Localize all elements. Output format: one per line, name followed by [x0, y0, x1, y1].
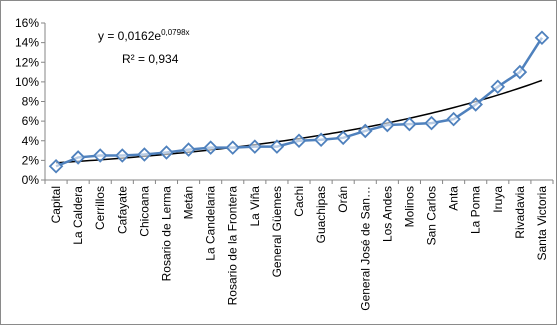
data-point-marker	[380, 117, 395, 133]
x-tick-label: General José de San…	[358, 186, 372, 311]
data-point-marker	[335, 130, 351, 146]
x-tick-label: Los Andes	[380, 186, 394, 242]
data-point-marker	[313, 132, 329, 148]
data-point-marker	[468, 97, 483, 112]
data-point-marker	[424, 115, 439, 131]
y-tick-label: 14%	[15, 36, 39, 50]
data-point-marker	[48, 158, 64, 174]
x-tick-label: Chicoana	[137, 186, 151, 237]
data-point-marker	[446, 111, 461, 127]
data-point-marker	[357, 123, 373, 139]
x-tick-label: Cachi	[292, 186, 306, 217]
data-point-marker	[159, 145, 174, 160]
x-tick-label: Anta	[447, 186, 461, 211]
x-tick-label: Rosario de la Frontera	[226, 186, 240, 306]
y-tick-label: 16%	[15, 16, 39, 30]
data-point-marker	[534, 30, 550, 45]
equation-annotation: y = 0,0162e0,0798x R² = 0,934	[98, 28, 190, 66]
y-tick-label: 2%	[22, 153, 40, 167]
x-tick-label: Cerrillos	[93, 186, 107, 230]
x-tick-label: General Güemes	[270, 186, 284, 277]
data-point-marker	[247, 139, 263, 154]
data-point-marker	[70, 150, 86, 165]
data-point-marker	[115, 148, 130, 163]
x-tick-label: Rosario de Lerma	[159, 186, 173, 282]
data-point-marker	[402, 116, 417, 132]
data-point-marker	[490, 79, 506, 95]
y-tick-label: 6%	[22, 114, 40, 128]
data-point-marker	[181, 142, 196, 157]
x-tick-label: Rivadavia	[513, 186, 527, 239]
trend-equation: y = 0,0162e0,0798x	[98, 28, 190, 43]
data-point-marker	[92, 148, 108, 163]
data-point-marker	[137, 147, 152, 162]
y-tick-label: 0%	[22, 173, 40, 187]
y-tick-label: 12%	[15, 55, 39, 69]
data-point-marker	[203, 140, 218, 155]
y-tick-label: 10%	[15, 75, 39, 89]
x-tick-labels: Capital La Caldera Cerrillos Cafayate Chicoa…	[44, 180, 554, 311]
x-tick-label: Capital	[49, 186, 63, 223]
data-point-marker	[512, 64, 528, 80]
data-point-marker	[291, 133, 307, 149]
x-tick-label: Guachipas	[314, 186, 328, 243]
y-tick-label: 8%	[22, 95, 40, 109]
x-tick-label: Metán	[182, 186, 196, 219]
x-tick-label: Molinos	[402, 186, 416, 227]
y-tick-label: 4%	[22, 134, 40, 148]
x-tick-label: Orán	[336, 186, 350, 213]
x-tick-label: Cafayate	[115, 186, 129, 234]
trendline	[55, 79, 543, 164]
data-point-marker	[225, 140, 241, 155]
series-markers	[48, 30, 550, 174]
data-point-marker	[269, 139, 285, 154]
x-tick-label: Santa Victoria	[535, 186, 549, 261]
y-tick-labels: 0% 2% 4% 6% 8% 10% 12% 14% 16%	[15, 16, 45, 187]
r-squared-label: R² = 0,934	[122, 52, 179, 66]
x-tick-label: Iruya	[491, 186, 505, 213]
x-tick-label: La Viña	[248, 186, 262, 227]
x-tick-label: La Poma	[469, 186, 483, 234]
x-tick-label: La Candelaria	[204, 186, 218, 261]
x-tick-label: San Carlos	[425, 186, 439, 245]
x-tick-label: La Caldera	[71, 186, 85, 245]
